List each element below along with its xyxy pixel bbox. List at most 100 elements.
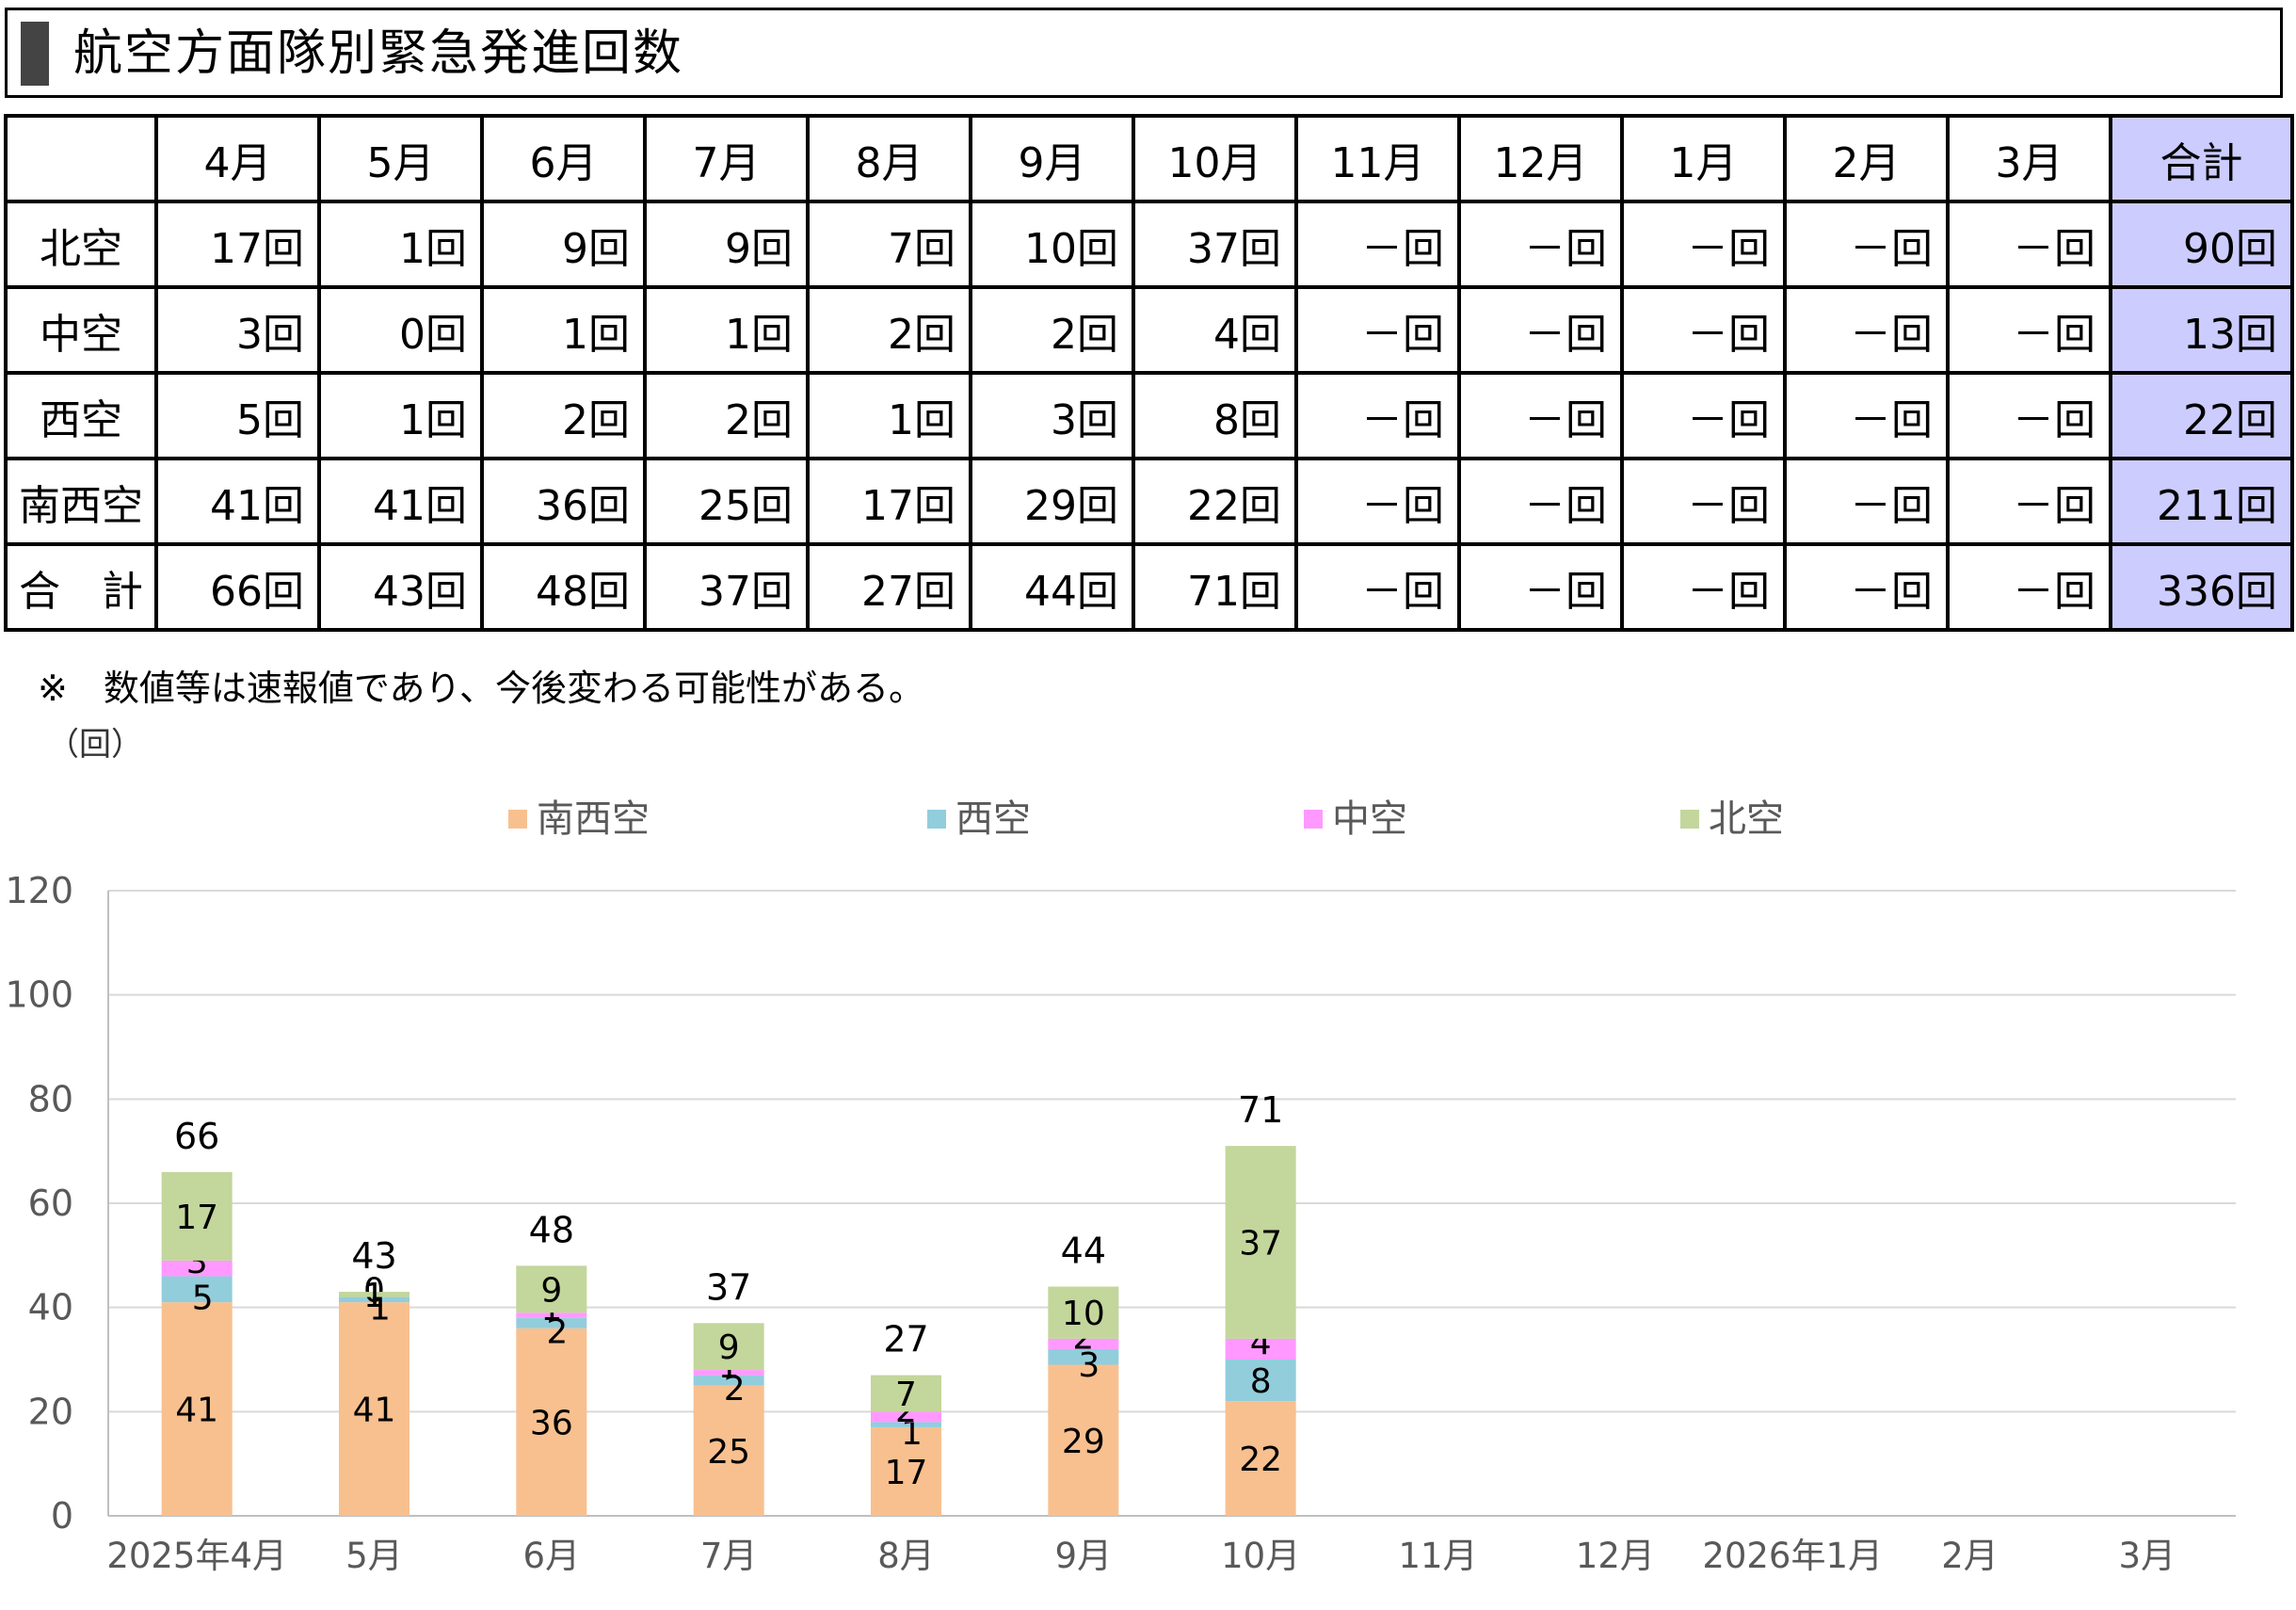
table-cell: 48回 [480,542,647,632]
table-cell: 25回 [643,457,810,546]
segment-label: 41 [353,1392,396,1430]
table-cell: 43回 [317,542,484,632]
header-cell: 11月 [1294,114,1461,203]
header-cell: 4月 [154,114,321,203]
table-cell: 22回 [1132,457,1298,546]
table-cell: 3回 [969,371,1135,460]
table-cell: 1回 [317,371,484,460]
table-row: 中空 3回 0回 1回 1回 2回 2回 4回 －回 －回 －回 －回 －回 1… [4,285,2294,375]
table-cell: －回 [1946,371,2112,460]
table-cell: －回 [1783,285,1950,375]
bar-segment [871,1411,941,1423]
table-cell: 41回 [154,457,321,546]
legend-swatch [508,810,527,829]
table-cell: 3回 [154,285,321,375]
table-row: 北空 17回 1回 9回 9回 7回 10回 37回 －回 －回 －回 －回 －… [4,200,2294,289]
bar-segment [516,1265,587,1313]
segment-label: 2 [724,1370,746,1409]
y-tick-label: 20 [28,1391,73,1432]
table-cell: 1回 [643,285,810,375]
table-header-row: 4月 5月 6月 7月 8月 9月 10月 11月 12月 1月 2月 3月 合… [4,114,2294,203]
bar-segment [161,1171,233,1261]
total-label: 71 [1238,1089,1283,1131]
table-cell: 2回 [806,285,972,375]
category-label: 8月 [877,1536,935,1576]
legend-swatch [1304,810,1323,829]
table-cell: －回 [1294,457,1461,546]
table-cell: 66回 [154,542,321,632]
table-cell: 71回 [1132,542,1298,632]
total-label: 66 [174,1116,219,1157]
segment-label: 1 [363,1277,385,1315]
table-cell: －回 [1783,200,1950,289]
table-cell: －回 [1294,285,1461,375]
bar-segment [1048,1286,1119,1339]
table-cell: 8回 [1132,371,1298,460]
table-cell: 7回 [806,200,972,289]
table-cell: 37回 [1132,200,1298,289]
table-cell: －回 [1457,371,1624,460]
bar-segment [693,1375,764,1386]
header-cell: 1月 [1620,114,1787,203]
table-cell: 10回 [969,200,1135,289]
table-cell: 1回 [480,285,647,375]
note-text: ※ 数値等は速報値であり、今後変わる可能性がある。 [38,668,924,709]
table-cell: －回 [1457,457,1624,546]
total-label: 44 [1061,1231,1106,1272]
table-cell: －回 [1457,285,1624,375]
category-label: 7月 [700,1536,758,1576]
table-cell: －回 [1946,542,2112,632]
y-tick-label: 100 [5,974,73,1016]
header-cell: 10月 [1132,114,1298,203]
page-title: 航空方面隊別緊急発進回数 [73,25,684,82]
header-cell: 12月 [1457,114,1624,203]
table-cell: －回 [1294,542,1461,632]
header-cell-total: 合計 [2109,114,2294,203]
header-cell: 2月 [1783,114,1950,203]
segment-label: 2 [546,1312,568,1351]
legend-swatch [927,810,946,829]
table-cell: －回 [1620,200,1787,289]
segment-label: 41 [175,1392,218,1430]
category-label: 11月 [1398,1536,1477,1576]
bar-segment [1048,1338,1119,1349]
legend-label: 西空 [955,797,1031,841]
category-label: 3月 [2119,1536,2176,1576]
table-cell: 1回 [317,200,484,289]
table-cell: 17回 [806,457,972,546]
table-cell-total: 336回 [2109,542,2294,632]
table-cell: －回 [1294,200,1461,289]
scramble-table: 4月 5月 6月 7月 8月 9月 10月 11月 12月 1月 2月 3月 合… [4,114,2294,632]
table-cell-total: 13回 [2109,285,2294,375]
segment-label: 36 [530,1404,573,1442]
table-cell: 9回 [643,200,810,289]
header-cell: 3月 [1946,114,2112,203]
segment-label: 7 [895,1376,917,1414]
bar-segment [161,1302,233,1516]
y-tick-label: 120 [5,870,73,911]
bar-segment [1048,1364,1119,1516]
bar-segment [339,1292,409,1297]
header-cell: 5月 [317,114,484,203]
table-cell: 36回 [480,457,647,546]
bar-segment [1225,1401,1296,1516]
table-cell: 44回 [969,542,1135,632]
table-cell: －回 [1457,200,1624,289]
bar-segment [693,1370,764,1376]
table-cell-total: 211回 [2109,457,2294,546]
stacked-bar-chart: 020406080100120415317662025年4月41101435月3… [5,797,2236,1576]
table-cell: 9回 [480,200,647,289]
table-cell: 1回 [806,371,972,460]
bar-segment [516,1328,587,1516]
legend-swatch [1680,810,1699,829]
table-cell: 4回 [1132,285,1298,375]
table-cell: －回 [1946,200,2112,289]
segment-label: 5 [192,1279,214,1317]
bar-segment [693,1323,764,1371]
table-cell-total: 22回 [2109,371,2294,460]
segment-label: 10 [1062,1295,1105,1333]
table-cell-total: 90回 [2109,200,2294,289]
category-label: 2026年1月 [1702,1536,1883,1576]
row-label: 北空 [4,200,158,289]
legend-label: 北空 [1709,797,1784,841]
